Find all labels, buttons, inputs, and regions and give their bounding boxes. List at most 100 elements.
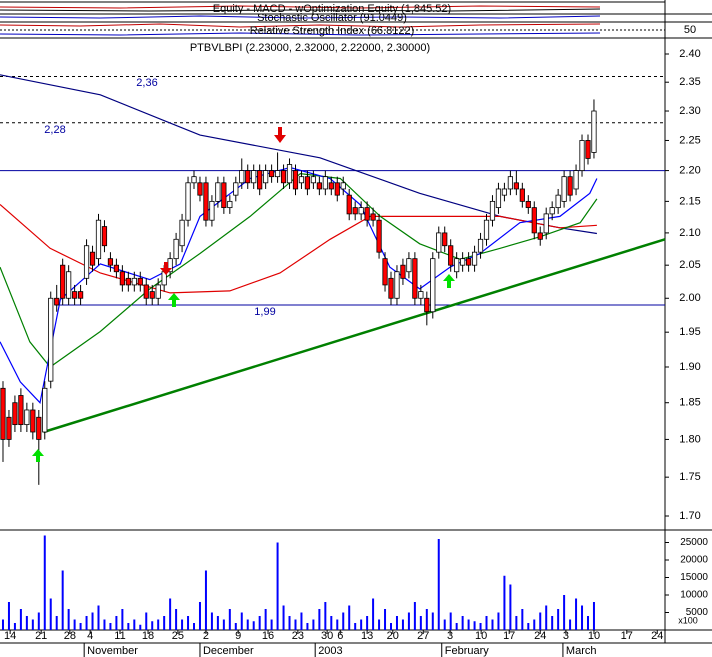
volume-bar [569,619,572,630]
volume-bar [348,605,351,630]
volume-bar [264,609,267,630]
indicator-strips [0,1,712,39]
candle-body [125,277,131,286]
candle-body [573,170,579,190]
y-tick-label: 2.40 [679,48,700,60]
volume-bar [449,612,452,630]
level-label: 2,28 [44,124,65,136]
candle-body [149,291,155,299]
candle-body [567,176,573,196]
candle-body [143,284,149,299]
volume-bar [306,623,309,630]
candle-body [543,213,549,234]
volume-bar [228,609,231,630]
candle-body [448,245,454,266]
x-tick-label: 6 [337,630,343,642]
candle-body [430,258,436,313]
candle-body [89,251,96,266]
candle-body [328,182,334,190]
volume-bar [395,616,398,630]
volume-bar [234,623,237,630]
volume-bar [204,570,207,630]
candle-body [316,182,322,190]
candle-body [519,188,525,202]
x-tick-label: 11 [114,630,125,642]
volume-bar [133,619,136,630]
volume-bar [312,619,315,630]
candle-body [424,297,430,313]
volume-bar [354,623,357,630]
y-tick-label: 2.00 [679,292,700,304]
candle-body [388,277,394,299]
candle-body [340,182,346,190]
candle-body [280,170,287,184]
month-label: 2003 [318,645,342,657]
x-tick-label: 25 [172,630,184,642]
volume-bar [461,616,464,630]
volume-bar [79,623,82,630]
x-tick-label: 20 [387,630,399,642]
y-tick-label: 1.95 [679,326,700,338]
candle-body [119,271,125,286]
candle-body [274,170,281,178]
candle-body [257,170,263,190]
y-tick-label: 2.05 [679,259,700,271]
x-tick-label: 3 [447,630,453,642]
volume-bar [360,619,363,630]
volume-bar [485,616,488,630]
x-tick-label: 10 [588,630,600,642]
x-tick-label: 16 [262,630,274,642]
volume-bar [49,598,52,630]
y-tick-label: 2.10 [679,227,700,239]
volume-bar [151,621,154,630]
volume-bar [366,616,369,630]
candle-body [501,188,508,196]
volume-bar [187,616,190,630]
volume-bar [342,612,345,630]
volume-bar [527,623,530,630]
volume-bar [592,602,595,630]
volume-bar [7,602,10,630]
y-tick-label: 1.85 [679,397,700,409]
volume-bar [73,619,76,630]
volume-bar [181,619,184,630]
candle-body [6,416,12,440]
candle-body [203,182,209,221]
volume-bar [557,609,560,630]
candle-body [113,264,120,273]
rsi-label: Relative Strength Index (66.8122) [250,25,415,37]
volume-bar [330,616,333,630]
volume-bar [575,598,578,630]
candle-body [310,176,316,184]
candle-body [471,251,478,266]
volume-bar [222,619,225,630]
candle-body [48,297,54,382]
volume-bar [127,623,130,630]
candle-body [215,182,221,202]
volume-bar [551,616,554,630]
volume-bar [384,609,387,630]
volume-bar [282,605,285,630]
month-label: November [87,645,138,657]
candle-body [585,140,591,159]
candle-body [352,207,358,215]
chart-title: PTBVLBPI (2.23000, 2.32000, 2.22000, 2.3… [190,42,430,54]
volume-bar [437,539,440,630]
candle-body [364,207,370,221]
y-tick-label: 1.70 [679,510,700,522]
volume-bar [121,609,124,630]
candle-body [197,182,203,196]
x-tick-label: 4 [87,630,93,642]
volume-bar [252,621,255,630]
volume-bar [37,612,40,630]
candle-body [406,258,412,273]
y-tick-label: 2.30 [679,105,700,117]
volume-bar [539,612,542,630]
volume-bar [109,623,112,630]
candle-body [42,387,48,433]
volume-bar [336,619,339,630]
volume-bar [61,570,64,630]
rsi-line [0,23,601,28]
volume-bar [497,612,500,630]
